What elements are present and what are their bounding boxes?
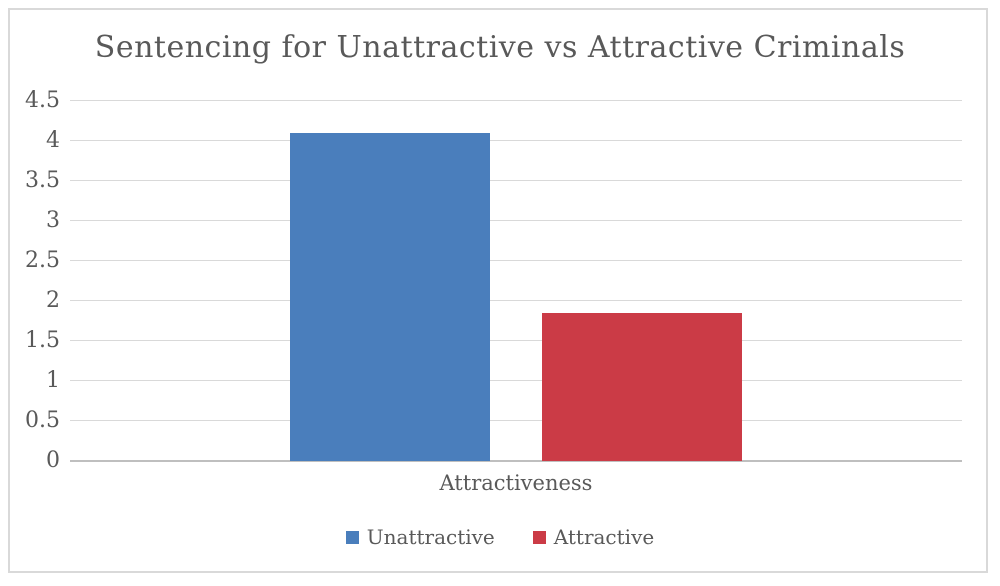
y-tick-label: 2.5 bbox=[25, 248, 60, 273]
y-tick-label: 3 bbox=[46, 208, 60, 233]
legend-swatch-icon bbox=[532, 530, 546, 544]
y-tick-label: 3.5 bbox=[25, 168, 60, 193]
gridline bbox=[70, 300, 962, 301]
legend-label: Attractive bbox=[553, 525, 655, 549]
bar-unattractive bbox=[290, 133, 490, 461]
x-axis-label: Attractiveness bbox=[439, 471, 593, 495]
y-tick-label: 1 bbox=[46, 368, 60, 393]
gridline bbox=[70, 420, 962, 421]
legend: Unattractive Attractive bbox=[0, 525, 1000, 549]
chart-title: Sentencing for Unattractive vs Attractiv… bbox=[94, 30, 906, 65]
gridline bbox=[70, 260, 962, 261]
y-tick-label: 4.5 bbox=[25, 88, 60, 113]
y-tick-label: 4 bbox=[46, 128, 60, 153]
gridline bbox=[70, 380, 962, 381]
gridline bbox=[70, 100, 962, 101]
x-axis-line bbox=[70, 460, 962, 462]
y-tick-label: 2 bbox=[46, 288, 60, 313]
y-tick-label: 0 bbox=[46, 448, 60, 473]
legend-item-attractive: Attractive bbox=[532, 525, 655, 549]
y-tick-label: 0.5 bbox=[25, 408, 60, 433]
gridline bbox=[70, 220, 962, 221]
legend-swatch-icon bbox=[345, 530, 359, 544]
chart-frame bbox=[8, 8, 988, 573]
y-tick-label: 1.5 bbox=[25, 328, 60, 353]
gridline bbox=[70, 180, 962, 181]
gridline bbox=[70, 340, 962, 341]
legend-item-unattractive: Unattractive bbox=[345, 525, 495, 549]
bar-attractive bbox=[542, 313, 742, 461]
gridline bbox=[70, 140, 962, 141]
legend-label: Unattractive bbox=[366, 525, 495, 549]
plot-area bbox=[70, 100, 962, 462]
